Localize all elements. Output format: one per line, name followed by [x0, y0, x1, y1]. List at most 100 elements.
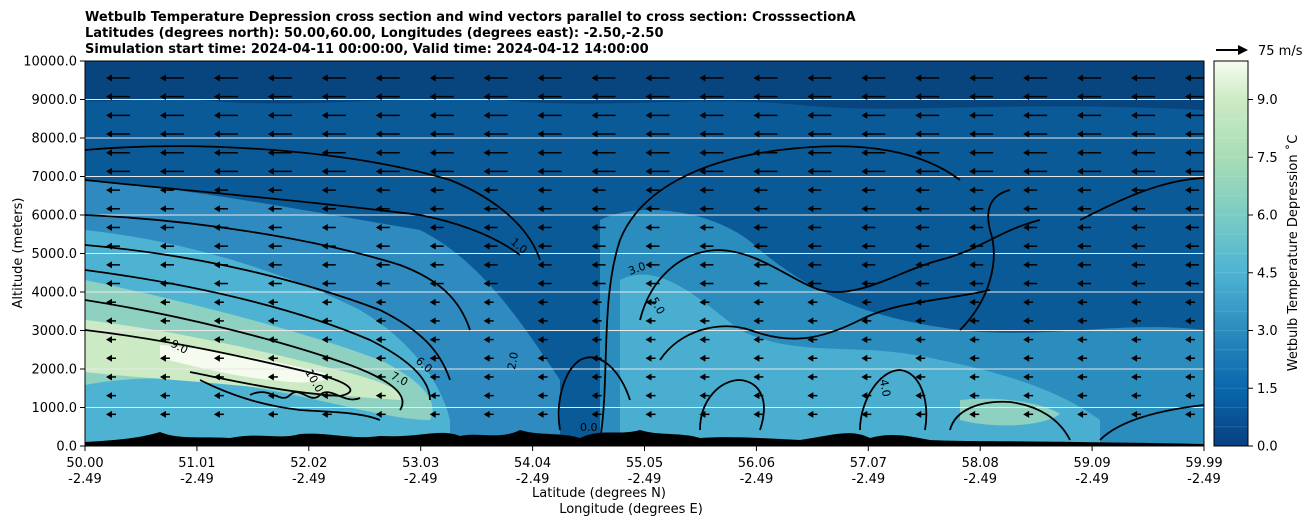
- contour-line-15: [859, 369, 928, 431]
- wind-vector-head: [159, 186, 166, 194]
- wind-vector-head: [591, 93, 598, 101]
- wind-vector-head: [213, 149, 220, 157]
- wind-vector-head: [321, 298, 328, 306]
- wind-vector-head: [1131, 93, 1138, 101]
- terrain: [85, 430, 1204, 446]
- wind-vector-head: [915, 410, 922, 418]
- wind-vector-head: [1185, 130, 1191, 138]
- title-line-2: Latitudes (degrees north): 50.00,60.00, …: [85, 26, 664, 41]
- wind-vector-head: [753, 298, 760, 306]
- wind-vector-head: [807, 130, 814, 138]
- wind-vector-head: [645, 242, 652, 250]
- x-tick-label-lon: -2.49: [851, 472, 885, 487]
- y-tick-label: 5000.0: [32, 247, 78, 262]
- wind-vector-head: [969, 317, 976, 325]
- wind-vector-head: [969, 93, 976, 101]
- wind-vector-head: [106, 149, 112, 157]
- wind-vector-head: [915, 392, 922, 400]
- wind-vector-head: [861, 93, 868, 101]
- wind-vector-head: [537, 298, 544, 306]
- wind-vector-head: [429, 223, 436, 231]
- wind-vector-head: [807, 186, 814, 194]
- wind-vector-head: [645, 223, 652, 231]
- wind-vector-head: [375, 317, 382, 325]
- wind-vector-head: [483, 74, 490, 82]
- wind-vector-head: [429, 336, 436, 344]
- wind-vector-head: [267, 167, 274, 175]
- chart-title: Wetbulb Temperature Depression cross sec…: [85, 10, 856, 57]
- field-top-band: [85, 61, 1204, 110]
- wind-vector-head: [861, 130, 868, 138]
- wind-vector-head: [591, 242, 598, 250]
- wind-vector-head: [321, 167, 328, 175]
- wind-vector-head: [429, 298, 436, 306]
- x-tick-label-lon: -2.49: [1075, 472, 1109, 487]
- y-tick-label: 6000.0: [32, 209, 78, 224]
- wind-vector-head: [321, 261, 328, 269]
- wind-vector-head: [375, 74, 382, 82]
- wind-vector-head: [1077, 93, 1084, 101]
- wind-vector-head: [483, 111, 490, 119]
- x-tick-label-lat: 59.99: [1185, 456, 1222, 471]
- wind-vector-head: [969, 392, 976, 400]
- wind-vector-head: [1185, 410, 1191, 418]
- wind-vector-head: [106, 111, 112, 119]
- wind-vector-head: [699, 354, 706, 362]
- wind-vector-head: [1131, 354, 1138, 362]
- wind-vector-head: [321, 74, 328, 82]
- wind-vector-head: [106, 261, 112, 269]
- wind-vector-head: [1023, 392, 1030, 400]
- wind-vector-head: [1185, 93, 1191, 101]
- wind-vector-head: [537, 74, 544, 82]
- wind-vector-head: [1077, 130, 1084, 138]
- wind-vector-head: [753, 242, 760, 250]
- wind-key-arrow-head: [1238, 45, 1248, 55]
- wind-vector-head: [645, 93, 652, 101]
- wind-vector-head: [753, 373, 760, 381]
- wind-vector-head: [213, 261, 220, 269]
- wind-vector-head: [591, 223, 598, 231]
- contour-lines: [85, 145, 1204, 441]
- wind-vector-head: [969, 205, 976, 213]
- wind-vector-head: [1077, 280, 1084, 288]
- wind-vector-head: [267, 242, 274, 250]
- wind-vector-head: [213, 373, 220, 381]
- y-tick-label: 0.0: [56, 440, 77, 455]
- wind-vector-head: [861, 186, 868, 194]
- wind-vector-head: [429, 317, 436, 325]
- wind-vector-head: [753, 261, 760, 269]
- wind-vector-head: [375, 242, 382, 250]
- wind-vector-head: [1077, 167, 1084, 175]
- wind-vector-head: [321, 410, 328, 418]
- wind-vector-head: [159, 111, 166, 119]
- wind-vector-head: [1077, 74, 1084, 82]
- wind-vector-head: [753, 354, 760, 362]
- wind-vector-head: [537, 130, 544, 138]
- wind-vector-head: [537, 93, 544, 101]
- wind-vector-head: [375, 186, 382, 194]
- wind-vector-head: [483, 186, 490, 194]
- wind-vector-head: [1023, 223, 1030, 231]
- wind-vector-head: [807, 111, 814, 119]
- wind-vector-head: [753, 205, 760, 213]
- wind-vector-head: [591, 373, 598, 381]
- wind-vector-head: [267, 336, 274, 344]
- wind-vector-head: [537, 354, 544, 362]
- wind-vector-head: [159, 167, 166, 175]
- wind-vector-head: [429, 186, 436, 194]
- wind-vector-head: [1185, 242, 1191, 250]
- contour-label-4: 4.0: [877, 378, 893, 397]
- colorbar-fill: [1214, 61, 1248, 446]
- plot-area: 9.0 10.0 7.0 6.0 5.0 4.0 3.0 2.0 1.0 0.0: [85, 61, 1204, 446]
- wind-vector-head: [537, 242, 544, 250]
- wind-vector-head: [1077, 392, 1084, 400]
- wind-vector-head: [537, 410, 544, 418]
- wind-vector-head: [483, 298, 490, 306]
- wind-vector-head: [969, 261, 976, 269]
- wind-vector-head: [699, 298, 706, 306]
- wind-vector-head: [375, 111, 382, 119]
- wind-vector-head: [1023, 261, 1030, 269]
- wind-vector-head: [1077, 149, 1084, 157]
- wind-vector-head: [159, 261, 166, 269]
- x-axis: 50.00-2.4951.01-2.4952.02-2.4953.03-2.49…: [66, 446, 1223, 487]
